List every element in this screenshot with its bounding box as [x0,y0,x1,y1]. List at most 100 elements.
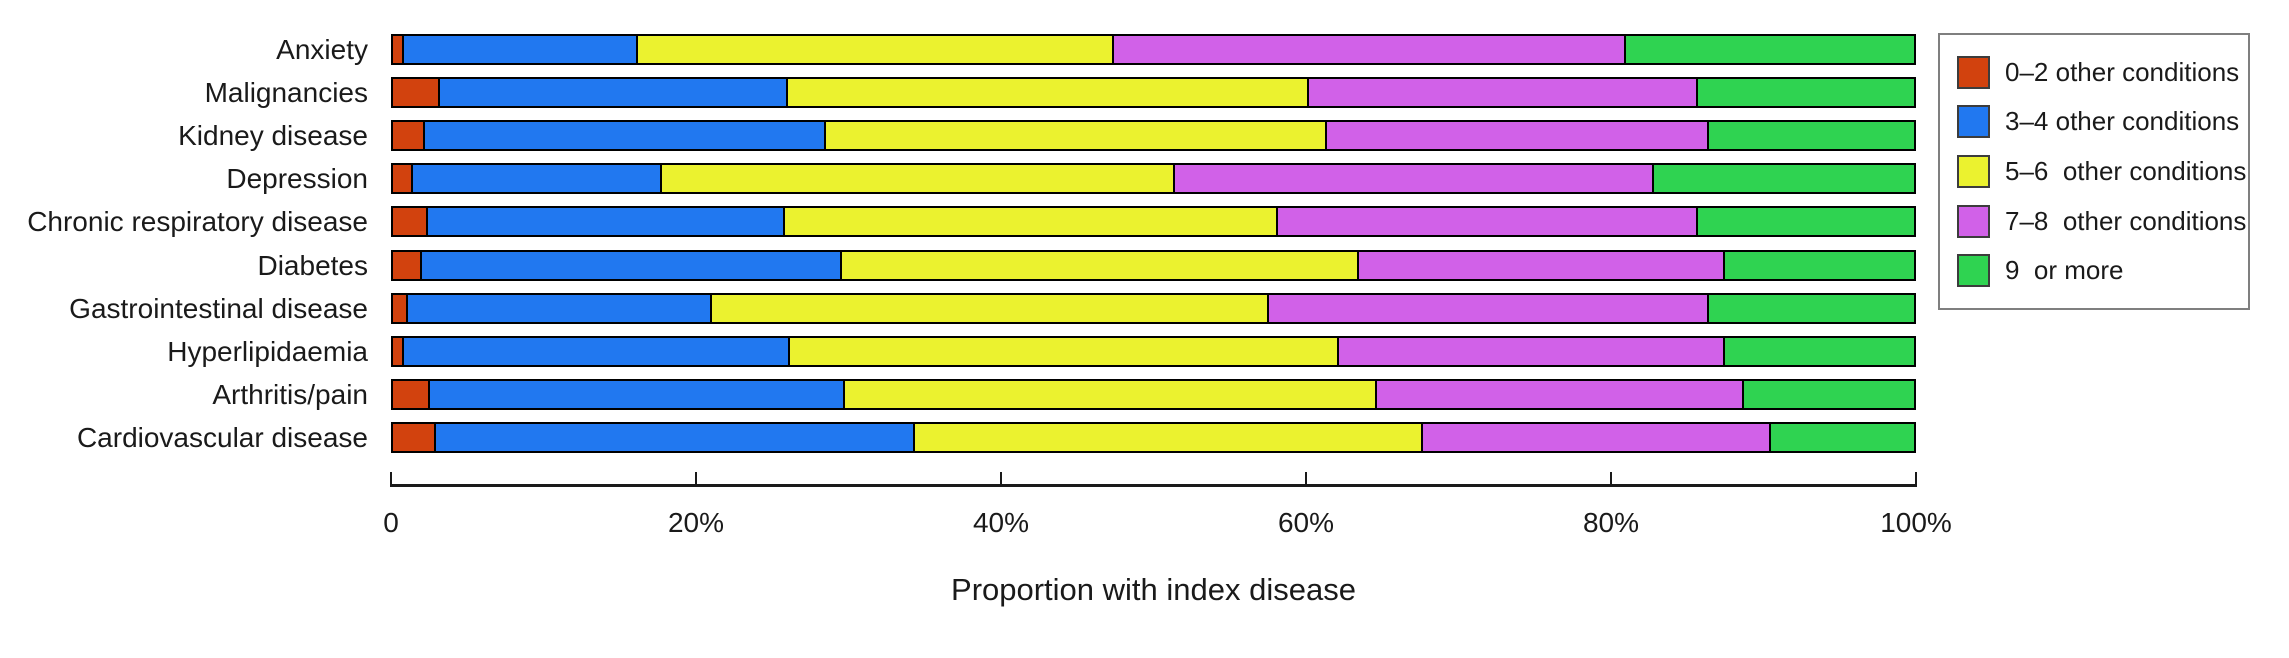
bar-row: Depression [0,163,2289,194]
bar-segment [785,208,1279,235]
stacked-bar [391,422,1916,453]
bar-segment [1743,381,1914,408]
bar-segment [412,165,663,192]
bar-segment [393,295,409,322]
legend-swatch [1957,204,1990,238]
bar-segment [1422,424,1771,451]
x-axis-tick [1305,472,1307,485]
bar-segment [1708,295,1914,322]
legend: 0–2 other conditions 3–4 other conditions… [1938,33,2250,310]
y-axis-label: Depression [226,163,368,194]
bar-segment [662,165,1175,192]
bar-segment [427,208,786,235]
y-axis-label: Chronic respiratory disease [27,206,368,237]
bar-segment [393,79,441,106]
bar-row: Cardiovascular disease [0,422,2289,453]
bar-segment [1278,208,1698,235]
bar-segment [712,295,1270,322]
x-axis-tick [1000,472,1002,485]
x-axis-tick-label: 60% [1277,507,1335,538]
stacked-bar [391,293,1916,324]
bar-segment [1697,208,1914,235]
x-axis-tick [390,472,392,485]
bar-segment [1377,381,1744,408]
bar-segment [841,252,1359,279]
y-axis-label: Kidney disease [178,120,368,151]
y-axis-label: Anxiety [276,34,368,65]
x-axis-tick-label: 100% [1880,507,1952,538]
bar-segment [393,208,428,235]
bar-row: Kidney disease [0,120,2289,151]
bar-segment [429,381,845,408]
bar-segment [1308,79,1698,106]
bar-segment [1697,79,1914,106]
stacked-bar [391,336,1916,367]
bar-row: Malignancies [0,77,2289,108]
bar-segment [1725,338,1914,365]
stacked-bar [391,250,1916,281]
bar-segment [440,79,789,106]
bar-row: Anxiety [0,34,2289,65]
x-axis [390,472,1917,487]
bar-segment [421,252,842,279]
stacked-bar [391,206,1916,237]
stacked-bar [391,120,1916,151]
legend-item: 3–4 other conditions [1957,105,2248,139]
x-axis-tick [1610,472,1612,485]
bar-segment [403,36,638,63]
legend-label: 5–6 other conditions [2005,155,2247,186]
stacked-bar [391,163,1916,194]
bar-segment [1269,295,1709,322]
bar-row: Gastrointestinal disease [0,293,2289,324]
x-axis-tick [1915,472,1917,485]
legend-swatch [1957,105,1990,139]
bar-segment [1653,165,1914,192]
legend-item: 0–2 other conditions [1957,55,2248,89]
y-axis-label: Diabetes [257,250,368,281]
bar-segment [1626,36,1914,63]
x-axis-tick-label: 80% [1582,507,1640,538]
bar-row: Arthritis/pain [0,379,2289,410]
x-axis-title: Proportion with index disease [951,572,1356,607]
bar-segment [435,424,915,451]
y-axis-label: Malignancies [204,77,368,108]
bar-segment [393,252,422,279]
bar-segment [1113,36,1627,63]
bar-segment [1326,122,1709,149]
bar-segment [637,36,1114,63]
bar-segment [403,338,790,365]
bar-segment [1708,122,1914,149]
bar-row: Chronic respiratory disease [0,206,2289,237]
stacked-bar [391,77,1916,108]
legend-item: 7–8 other conditions [1957,204,2248,238]
bar-segment [424,122,827,149]
bar-segment [788,79,1309,106]
bar-segment [1174,165,1654,192]
legend-swatch [1957,154,1990,188]
bar-segment [844,381,1378,408]
bar-segment [1770,424,1914,451]
bar-segment [914,424,1423,451]
bar-row: Hyperlipidaemia [0,336,2289,367]
bar-segment [393,424,436,451]
bar-segment [1339,338,1726,365]
legend-item: 9 or more [1957,254,2248,288]
x-axis-tick-label: 40% [972,507,1030,538]
bar-segment [1358,252,1726,279]
bar-segment [789,338,1340,365]
x-axis-tick-label: 20% [667,507,725,538]
x-axis-tick-label: 0 [383,507,399,538]
stacked-bar [391,379,1916,410]
bar-segment [1725,252,1914,279]
x-axis-line [390,484,1917,487]
legend-label: 0–2 other conditions [2005,56,2240,87]
y-axis-label: Cardiovascular disease [76,422,368,453]
legend-swatch [1957,55,1990,89]
bar-segment [393,36,404,63]
y-axis-label: Arthritis/pain [212,379,368,410]
stacked-bar [391,34,1916,65]
legend-label: 9 or more [2005,255,2124,286]
bar-segment [393,338,404,365]
bar-segment [826,122,1327,149]
